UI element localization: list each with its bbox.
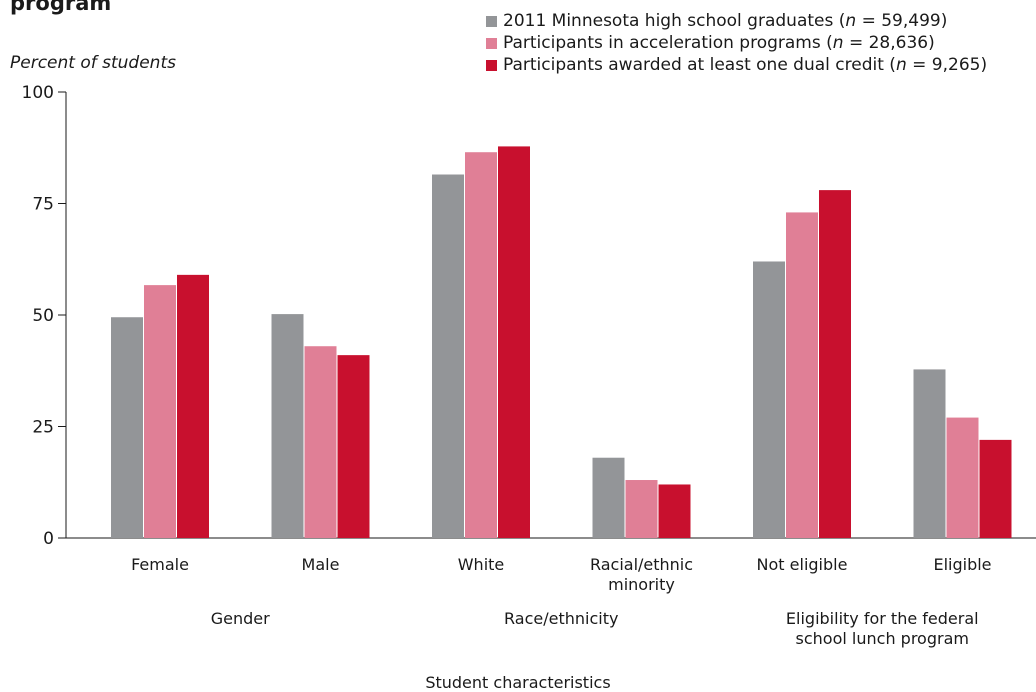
bar: [304, 346, 337, 538]
group-label: Race/ethnicity: [504, 609, 618, 628]
group-label: school lunch program: [796, 629, 969, 648]
x-tick-label: Eligible: [933, 555, 991, 574]
bar: [498, 146, 530, 539]
bar: [337, 355, 370, 538]
y-tick-label: 50: [32, 306, 54, 326]
x-axis-title: Student characteristics: [425, 673, 611, 692]
y-axis-title: Percent of students: [10, 53, 176, 73]
y-tick-label: 100: [22, 83, 54, 103]
bar: [177, 274, 209, 538]
x-tick-label: Not eligible: [757, 555, 848, 574]
legend-item-graduates: 2011 Minnesota high school graduates (n …: [486, 10, 987, 32]
legend-item-dual-credit: Participants awarded at least one dual c…: [486, 54, 987, 76]
legend-label-dual-credit: Participants awarded at least one dual c…: [503, 55, 988, 75]
legend-swatch-acceleration: [486, 37, 497, 49]
legend-swatch-graduates: [486, 15, 497, 27]
bar: [592, 457, 625, 538]
chart-title-fragment: program: [10, 0, 112, 15]
x-tick-label: Female: [131, 555, 189, 574]
bar: [946, 417, 979, 538]
x-tick-label: White: [458, 555, 505, 574]
y-tick-label: 0: [43, 529, 54, 549]
bar: [144, 285, 176, 538]
legend-label-acceleration: Participants in acceleration programs (n…: [503, 33, 935, 53]
bar: [786, 212, 818, 539]
x-tick-label: minority: [608, 575, 675, 594]
bar: [979, 439, 1012, 538]
bar: [658, 484, 691, 538]
legend-label-graduates: 2011 Minnesota high school graduates (n …: [503, 11, 948, 31]
bar: [432, 174, 464, 538]
bar: [753, 261, 785, 538]
bar: [111, 317, 143, 538]
y-tick-label: 75: [32, 195, 54, 215]
legend-item-acceleration: Participants in acceleration programs (n…: [486, 32, 987, 54]
bar: [271, 314, 304, 538]
chart-legend: 2011 Minnesota high school graduates (n …: [486, 10, 987, 76]
legend-swatch-dual-credit: [486, 59, 497, 71]
bar: [465, 152, 497, 538]
group-label: Eligibility for the federal: [786, 609, 979, 628]
bar: [819, 190, 851, 538]
bar: [913, 369, 946, 538]
x-tick-label: Male: [302, 555, 340, 574]
group-label: Gender: [211, 609, 270, 628]
bar: [625, 480, 658, 538]
x-tick-label: Racial/ethnic: [590, 555, 693, 574]
y-tick-label: 25: [32, 418, 54, 438]
